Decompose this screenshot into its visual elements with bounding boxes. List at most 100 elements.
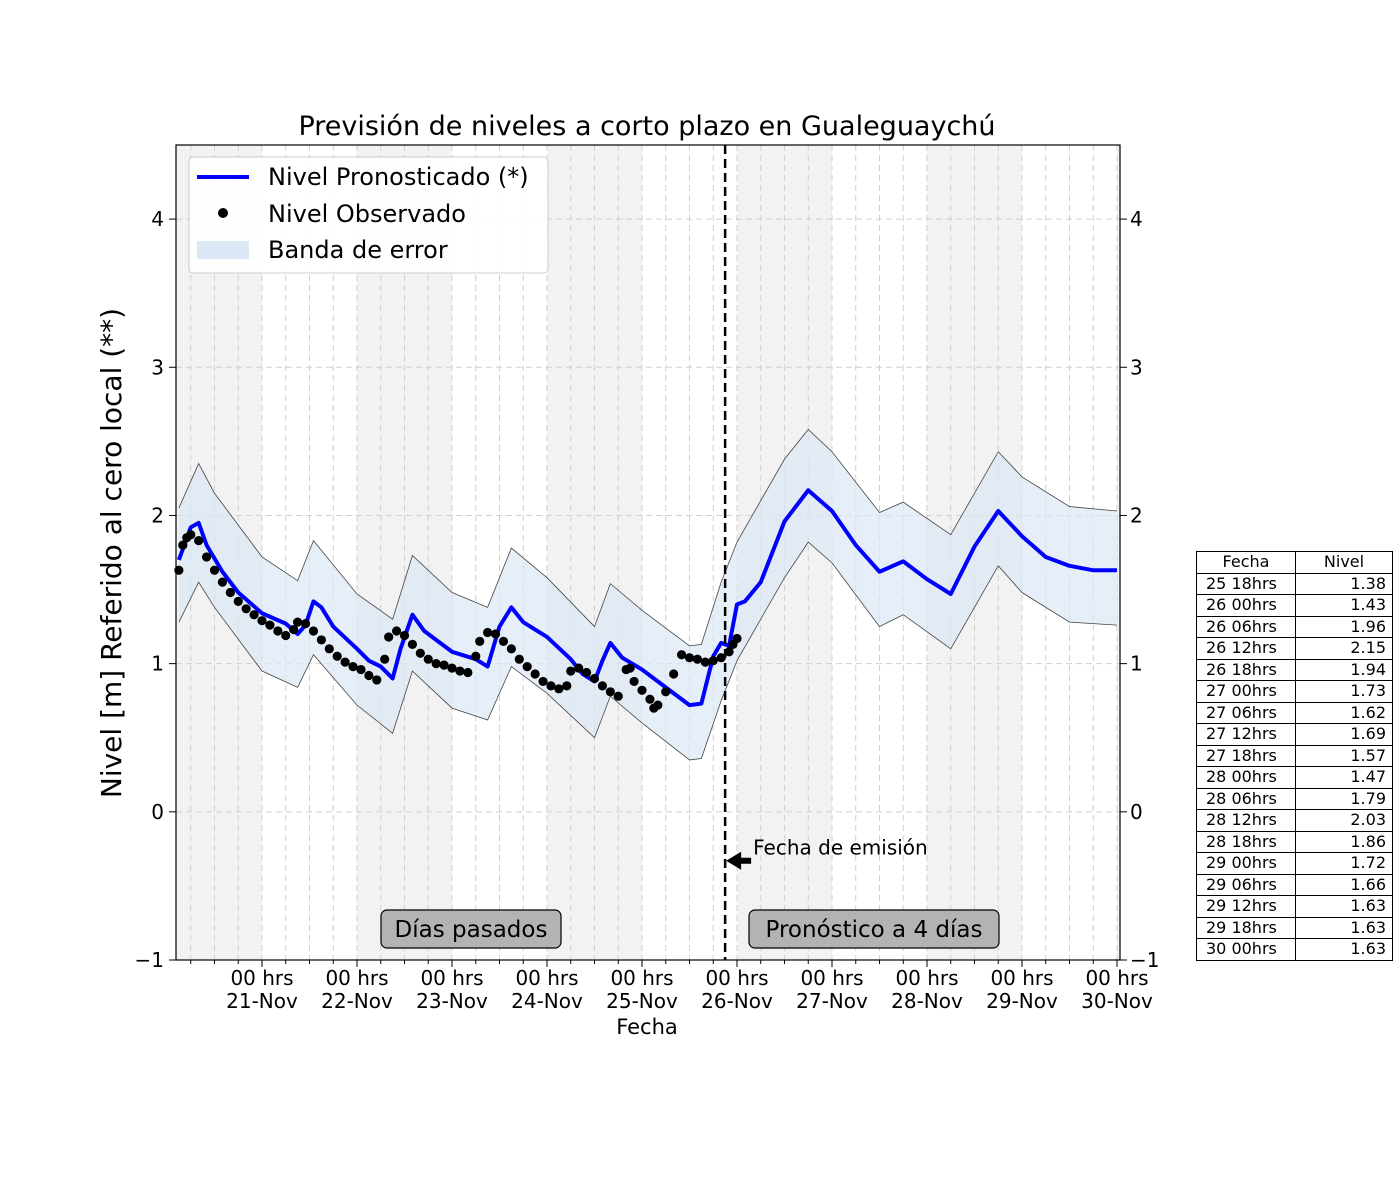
table-row: 26 18hrs 1.94 xyxy=(1196,658,1393,681)
x-tick-label-date: 21-Nov xyxy=(226,989,298,1013)
observed-point xyxy=(209,565,220,575)
observed-point xyxy=(249,610,259,620)
legend-observed-swatch xyxy=(218,208,228,218)
observed-point xyxy=(538,676,548,687)
y-tick-label-right: 2 xyxy=(1130,503,1143,527)
observed-point xyxy=(566,666,576,676)
table-cell-fecha: 29 18hrs xyxy=(1196,916,1296,939)
observed-point xyxy=(661,687,671,697)
table-row: 25 18hrs 1.38 xyxy=(1196,572,1393,595)
forecast-line xyxy=(176,488,1117,708)
table-row: 27 06hrs 1.62 xyxy=(1196,701,1393,724)
observed-point xyxy=(399,630,410,641)
observed-point xyxy=(574,663,584,673)
day-shade xyxy=(1117,145,1120,960)
table-row: 30 00hrs 1.63 xyxy=(1196,938,1393,961)
table-cell-nivel: 1.94 xyxy=(1295,658,1393,681)
legend-observed-label: Nivel Observado xyxy=(268,200,466,228)
observed-point xyxy=(201,552,212,562)
x-tick-label-date: 28-Nov xyxy=(891,989,963,1013)
table-cell-fecha: 28 18hrs xyxy=(1196,830,1296,853)
table-header-row: Fecha Nivel xyxy=(1196,551,1393,574)
table-row: 27 18hrs 1.57 xyxy=(1196,744,1393,767)
y-tick-label: 1 xyxy=(151,652,164,676)
table-row: 28 18hrs 1.86 xyxy=(1196,830,1393,853)
observed-point xyxy=(241,604,251,614)
table-cell-fecha: 28 06hrs xyxy=(1196,787,1296,810)
observed-point xyxy=(637,685,647,695)
observed-point xyxy=(439,660,449,670)
table-cell-nivel: 1.62 xyxy=(1295,701,1393,724)
table-header-fecha: Fecha xyxy=(1196,551,1296,574)
observed-point xyxy=(356,664,366,675)
table-cell-nivel: 1.86 xyxy=(1295,830,1393,853)
observed-point xyxy=(506,644,516,654)
y-tick-label: 2 xyxy=(151,503,164,527)
x-tick-label-hour: 00 hrs xyxy=(420,966,483,990)
observed-point xyxy=(676,650,687,660)
table-cell-fecha: 28 00hrs xyxy=(1196,766,1296,789)
band-area xyxy=(178,429,1117,760)
observed-point xyxy=(732,633,742,644)
observed-point xyxy=(391,626,402,636)
observed-point xyxy=(629,676,639,687)
observed-point xyxy=(514,654,524,664)
table-cell-nivel: 1.73 xyxy=(1295,680,1393,703)
table-row: 28 12hrs 2.03 xyxy=(1196,809,1393,832)
plot-frame xyxy=(175,144,1121,961)
table-cell-nivel: 1.57 xyxy=(1295,744,1393,767)
table-cell-fecha: 28 12hrs xyxy=(1196,809,1296,832)
table-row: 27 00hrs 1.73 xyxy=(1196,680,1393,703)
y-tick-label-right: 1 xyxy=(1130,652,1143,676)
past-days-label: Días pasados xyxy=(395,917,548,943)
table-cell-nivel: 1.63 xyxy=(1295,916,1393,939)
observed-point xyxy=(605,687,615,697)
forecast-table: Fecha Nivel 25 18hrs 1.38 26 00hrs 1.43 26 0… xyxy=(1196,551,1393,961)
observed-point xyxy=(415,648,425,658)
observed-point xyxy=(316,635,326,645)
observed-point xyxy=(625,663,635,673)
y-tick-label: 4 xyxy=(151,207,164,231)
observed-point xyxy=(645,694,655,704)
table-cell-nivel: 1.63 xyxy=(1295,895,1393,918)
band-upper-line xyxy=(178,428,1118,647)
table-cell-fecha: 27 18hrs xyxy=(1196,744,1296,767)
observed-series xyxy=(174,530,742,713)
observed-point xyxy=(372,675,382,685)
observed-point xyxy=(653,700,663,710)
legend-band-swatch xyxy=(197,241,249,259)
y-tick-label-right: 3 xyxy=(1130,355,1143,379)
table-header-nivel: Nivel xyxy=(1295,551,1393,574)
observed-point xyxy=(332,651,342,661)
table-cell-nivel: 1.69 xyxy=(1295,723,1393,746)
forecast-days-label: Pronóstico a 4 días xyxy=(766,917,983,943)
observed-point xyxy=(300,619,311,629)
observed-point xyxy=(423,654,433,664)
observed-point xyxy=(684,653,695,663)
observed-point xyxy=(455,666,465,676)
x-tick-label-hour: 00 hrs xyxy=(1085,966,1148,990)
x-tick-label-date: 29-Nov xyxy=(986,989,1058,1013)
emission-arrow-icon xyxy=(726,851,752,870)
observed-point xyxy=(273,626,283,636)
observed-point xyxy=(217,577,228,587)
observed-point xyxy=(613,691,623,701)
x-tick-label-date: 23-Nov xyxy=(416,989,488,1013)
x-tick-label-date: 22-Nov xyxy=(321,989,393,1013)
table-cell-fecha: 27 00hrs xyxy=(1196,680,1296,703)
y-tick-label: 3 xyxy=(151,355,164,379)
observed-point xyxy=(308,626,319,636)
legend-forecast-label: Nivel Pronosticado (*) xyxy=(268,163,529,191)
table-cell-fecha: 27 06hrs xyxy=(1196,701,1296,724)
chart-title: Previsión de niveles a corto plazo en Gu… xyxy=(298,111,995,142)
observed-point xyxy=(178,540,188,550)
table-row: 27 12hrs 1.69 xyxy=(1196,723,1393,746)
observed-point xyxy=(324,644,334,654)
observed-point xyxy=(265,620,275,630)
observed-point xyxy=(364,670,374,681)
x-tick-label-hour: 00 hrs xyxy=(800,966,863,990)
observed-point xyxy=(380,654,390,664)
x-tick-label-hour: 00 hrs xyxy=(705,966,768,990)
table-row: 26 00hrs 1.43 xyxy=(1196,594,1393,617)
